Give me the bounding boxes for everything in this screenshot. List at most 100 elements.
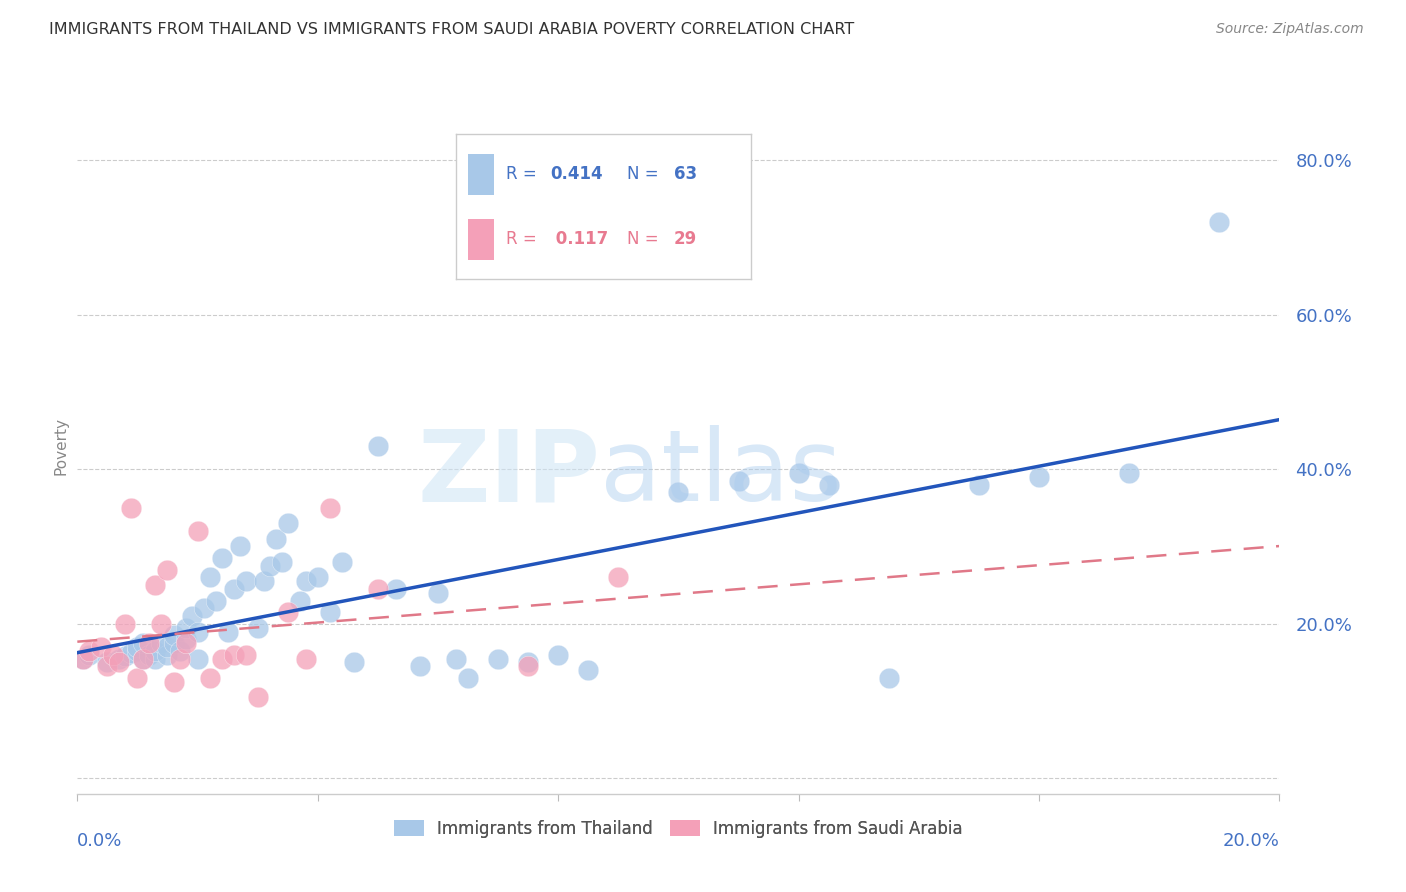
Point [1208,215,1230,229]
Point [193,601,215,615]
Point [427,586,450,600]
Point [169,644,191,658]
Point [547,648,569,662]
Point [319,605,342,619]
Point [120,646,142,660]
FancyBboxPatch shape [468,154,495,194]
Point [385,582,408,596]
Point [1028,470,1050,484]
Text: R =: R = [506,165,543,183]
Point [330,555,353,569]
Point [817,477,839,491]
Point [114,616,136,631]
Point [108,651,131,665]
Point [217,624,239,639]
Text: ZIP: ZIP [418,425,600,523]
Point [127,671,149,685]
Point [517,656,540,670]
Point [79,648,101,662]
Point [343,656,366,670]
Point [72,651,94,665]
Text: N =: N = [627,165,664,183]
Point [264,532,287,546]
Point [114,649,136,664]
Point [96,656,118,670]
Point [277,516,299,531]
Point [156,648,179,662]
Point [79,644,101,658]
Text: 0.414: 0.414 [550,165,603,183]
Point [211,651,233,665]
Point [576,663,599,677]
Point [169,651,191,665]
Point [174,632,197,647]
Point [235,648,257,662]
Point [270,555,292,569]
Point [222,582,245,596]
Point [222,648,245,662]
Point [174,636,197,650]
Point [967,477,990,491]
Point [198,570,221,584]
Point [294,651,316,665]
Point [127,644,149,658]
Point [138,648,160,662]
Point [235,574,257,589]
Point [253,574,276,589]
Point [108,656,131,670]
Point [132,651,155,665]
Point [409,659,432,673]
Point [186,624,209,639]
Point [162,628,184,642]
Text: N =: N = [627,230,664,248]
Point [246,621,269,635]
Point [367,582,389,596]
Point [668,485,690,500]
Text: Source: ZipAtlas.com: Source: ZipAtlas.com [1216,22,1364,37]
Point [727,474,749,488]
Y-axis label: Poverty: Poverty [53,417,69,475]
Point [162,636,184,650]
Point [150,616,173,631]
Point [288,593,311,607]
Point [150,636,173,650]
Point [877,671,900,685]
Text: 20.0%: 20.0% [1223,832,1279,850]
Point [204,593,226,607]
Text: 63: 63 [673,165,697,183]
Point [1118,466,1140,480]
Point [517,659,540,673]
Point [96,659,118,673]
Point [787,466,810,480]
Point [132,651,155,665]
Point [90,640,112,654]
FancyBboxPatch shape [468,219,495,260]
Point [246,690,269,705]
Legend: Immigrants from Thailand, Immigrants from Saudi Arabia: Immigrants from Thailand, Immigrants fro… [388,814,969,845]
Point [367,439,389,453]
Point [307,570,329,584]
Point [103,648,125,662]
Point [228,540,250,554]
Point [145,644,167,658]
Text: IMMIGRANTS FROM THAILAND VS IMMIGRANTS FROM SAUDI ARABIA POVERTY CORRELATION CHA: IMMIGRANTS FROM THAILAND VS IMMIGRANTS F… [49,22,855,37]
Point [138,636,160,650]
Point [294,574,316,589]
Point [145,578,167,592]
Point [198,671,221,685]
Point [156,563,179,577]
Point [132,636,155,650]
Point [486,651,509,665]
Point [457,671,479,685]
Point [180,609,202,624]
Point [156,640,179,654]
Point [127,640,149,654]
Point [174,621,197,635]
Point [277,605,299,619]
Point [186,524,209,538]
Text: 0.0%: 0.0% [77,832,122,850]
Text: 29: 29 [673,230,697,248]
Point [186,651,209,665]
Point [259,558,281,573]
Point [162,674,184,689]
